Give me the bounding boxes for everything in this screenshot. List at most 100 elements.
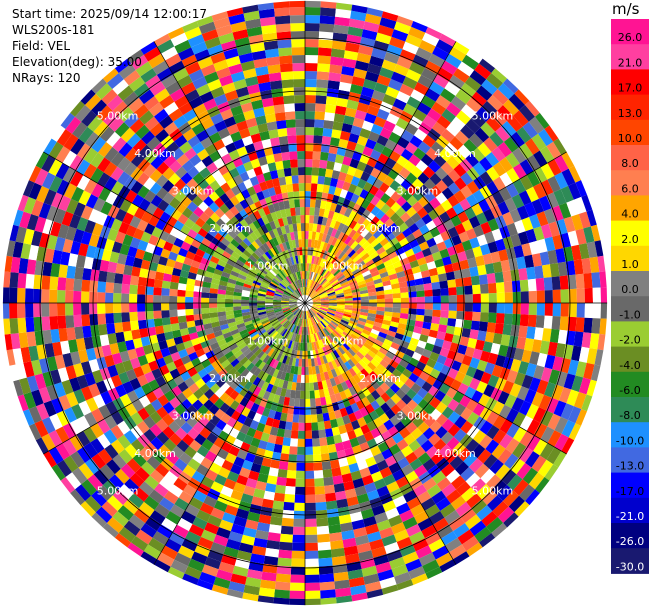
velocity-gate — [411, 265, 421, 274]
velocity-gate — [330, 320, 339, 327]
velocity-gate — [356, 161, 367, 172]
velocity-gate — [369, 225, 379, 236]
velocity-gate — [429, 408, 442, 421]
velocity-gate — [441, 418, 455, 432]
velocity-gate — [518, 190, 532, 206]
velocity-gate — [391, 29, 409, 42]
velocity-gate — [401, 190, 413, 202]
velocity-gate — [339, 321, 348, 327]
velocity-gate — [480, 350, 491, 363]
velocity-gate — [322, 281, 330, 288]
velocity-gate — [459, 198, 472, 211]
velocity-gate — [305, 151, 313, 160]
velocity-gate — [365, 280, 375, 287]
velocity-gate — [486, 181, 499, 195]
velocity-gate — [330, 368, 338, 378]
velocity-gate — [491, 110, 508, 127]
velocity-gate — [315, 103, 326, 113]
velocity-gate — [414, 82, 429, 96]
velocity-gate — [455, 318, 465, 328]
velocity-gate — [365, 319, 375, 326]
velocity-gate — [518, 446, 534, 463]
velocity-gate — [313, 341, 318, 350]
velocity-gate — [319, 159, 328, 169]
velocity-gate — [518, 268, 528, 281]
velocity-gate — [312, 325, 317, 334]
velocity-gate — [424, 531, 441, 546]
velocity-gate — [335, 309, 345, 314]
velocity-gate — [382, 368, 392, 378]
velocity-gate — [317, 55, 331, 65]
velocity-gate — [323, 476, 334, 486]
velocity-gate — [447, 398, 460, 412]
velocity-gate — [425, 504, 441, 518]
velocity-gate — [379, 413, 390, 424]
velocity-gate — [415, 433, 429, 446]
velocity-gate — [348, 262, 357, 271]
velocity-gate — [388, 251, 398, 260]
velocity-gate — [318, 31, 334, 41]
velocity-gate — [441, 531, 458, 546]
velocity-gate — [333, 113, 345, 123]
velocity-gate — [412, 404, 424, 417]
velocity-gate — [388, 131, 401, 144]
velocity-gate — [409, 458, 423, 471]
velocity-gate — [485, 263, 495, 275]
velocity-gate — [320, 224, 326, 234]
velocity-gate — [305, 310, 308, 319]
velocity-gate — [457, 447, 472, 462]
velocity-gate — [333, 350, 340, 359]
velocity-gate — [398, 373, 409, 384]
velocity-gate — [305, 47, 319, 56]
velocity-gate — [342, 440, 352, 450]
velocity-gate — [424, 60, 441, 75]
velocity-gate — [388, 373, 399, 384]
velocity-gate — [365, 456, 377, 468]
velocity-gate — [498, 249, 509, 262]
velocity-gate — [310, 317, 315, 326]
velocity-gate — [464, 285, 473, 295]
velocity-gate — [327, 443, 337, 454]
velocity-gate — [323, 420, 332, 430]
velocity-gate — [370, 400, 381, 411]
velocity-gate — [421, 95, 436, 109]
velocity-gate — [417, 421, 430, 434]
velocity-gate — [309, 280, 314, 289]
velocity-gate — [327, 370, 334, 380]
velocity-gate — [567, 230, 579, 247]
velocity-gate — [313, 316, 319, 324]
velocity-gate — [352, 308, 361, 312]
velocity-gate — [594, 349, 604, 366]
velocity-gate — [389, 414, 401, 426]
velocity-gate — [429, 81, 445, 95]
velocity-gate — [326, 312, 335, 318]
velocity-gate — [469, 329, 479, 340]
velocity-gate — [503, 512, 519, 528]
velocity-gate — [360, 296, 369, 301]
velocity-gate — [385, 197, 396, 208]
velocity-gate — [391, 316, 400, 323]
velocity-gate — [329, 64, 343, 74]
velocity-gate — [324, 284, 332, 290]
velocity-gate — [487, 94, 503, 111]
velocity-gate — [348, 229, 357, 239]
velocity-gate — [512, 442, 527, 459]
velocity-gate — [446, 102, 462, 117]
velocity-gate — [374, 282, 384, 288]
velocity-gate — [366, 383, 376, 394]
velocity-gate — [328, 334, 336, 342]
velocity-gate — [322, 280, 329, 287]
velocity-gate — [486, 517, 504, 533]
velocity-gate — [558, 202, 572, 219]
velocity-gate — [560, 303, 569, 317]
velocity-gate — [319, 307, 328, 312]
velocity-gate — [380, 392, 391, 403]
velocity-gate — [421, 524, 437, 539]
velocity-gate — [316, 357, 322, 366]
velocity-gate — [540, 223, 553, 239]
velocity-gate — [528, 303, 537, 316]
velocity-gate — [312, 305, 321, 308]
velocity-gate — [456, 110, 471, 125]
velocity-gate — [348, 335, 357, 344]
